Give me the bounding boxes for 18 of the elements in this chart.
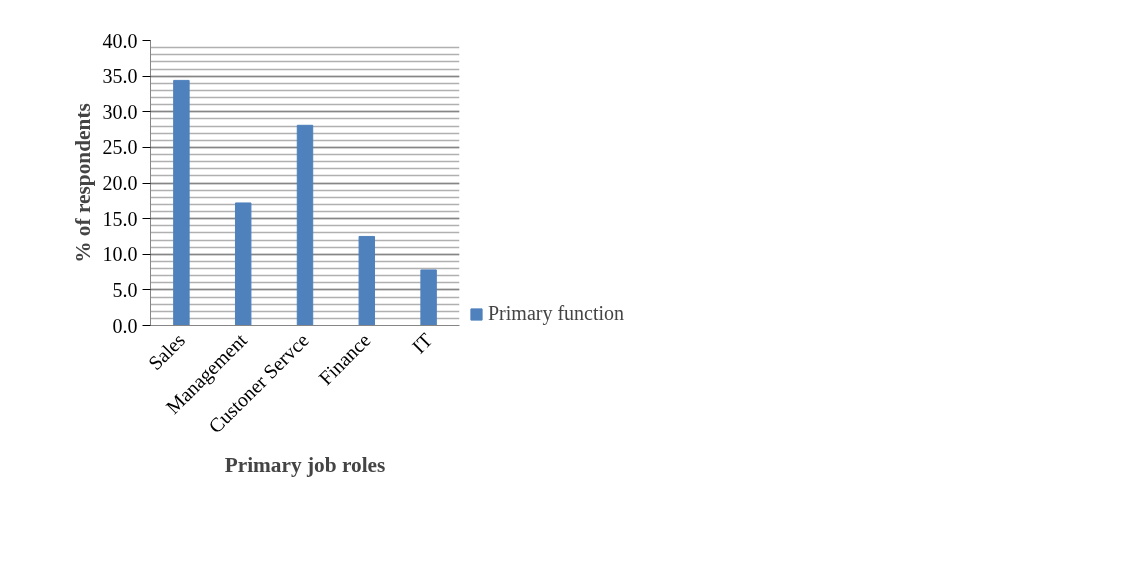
y-tick-label: 30.0: [102, 100, 138, 123]
x-tick-label: IT: [407, 328, 437, 358]
y-axis-title: % of respondents: [70, 103, 95, 263]
bar: [234, 202, 252, 326]
y-tick-label: 0.0: [112, 314, 138, 337]
x-axis-title: Primary job roles: [224, 453, 386, 478]
legend-label: Primary function: [488, 302, 625, 325]
y-tick-label: 10.0: [102, 243, 138, 266]
y-tick-label: 35.0: [102, 65, 138, 88]
bar: [420, 269, 437, 326]
y-tick-label: 20.0: [102, 172, 138, 194]
y-tick-label: 5.0: [112, 278, 138, 301]
y-tick-label: 25.0: [102, 136, 138, 159]
bar: [358, 235, 376, 326]
y-tick-label: 15.0: [102, 207, 138, 230]
bar: [296, 124, 314, 326]
y-tick-label: 40.0: [102, 29, 138, 52]
bar: [173, 79, 190, 326]
